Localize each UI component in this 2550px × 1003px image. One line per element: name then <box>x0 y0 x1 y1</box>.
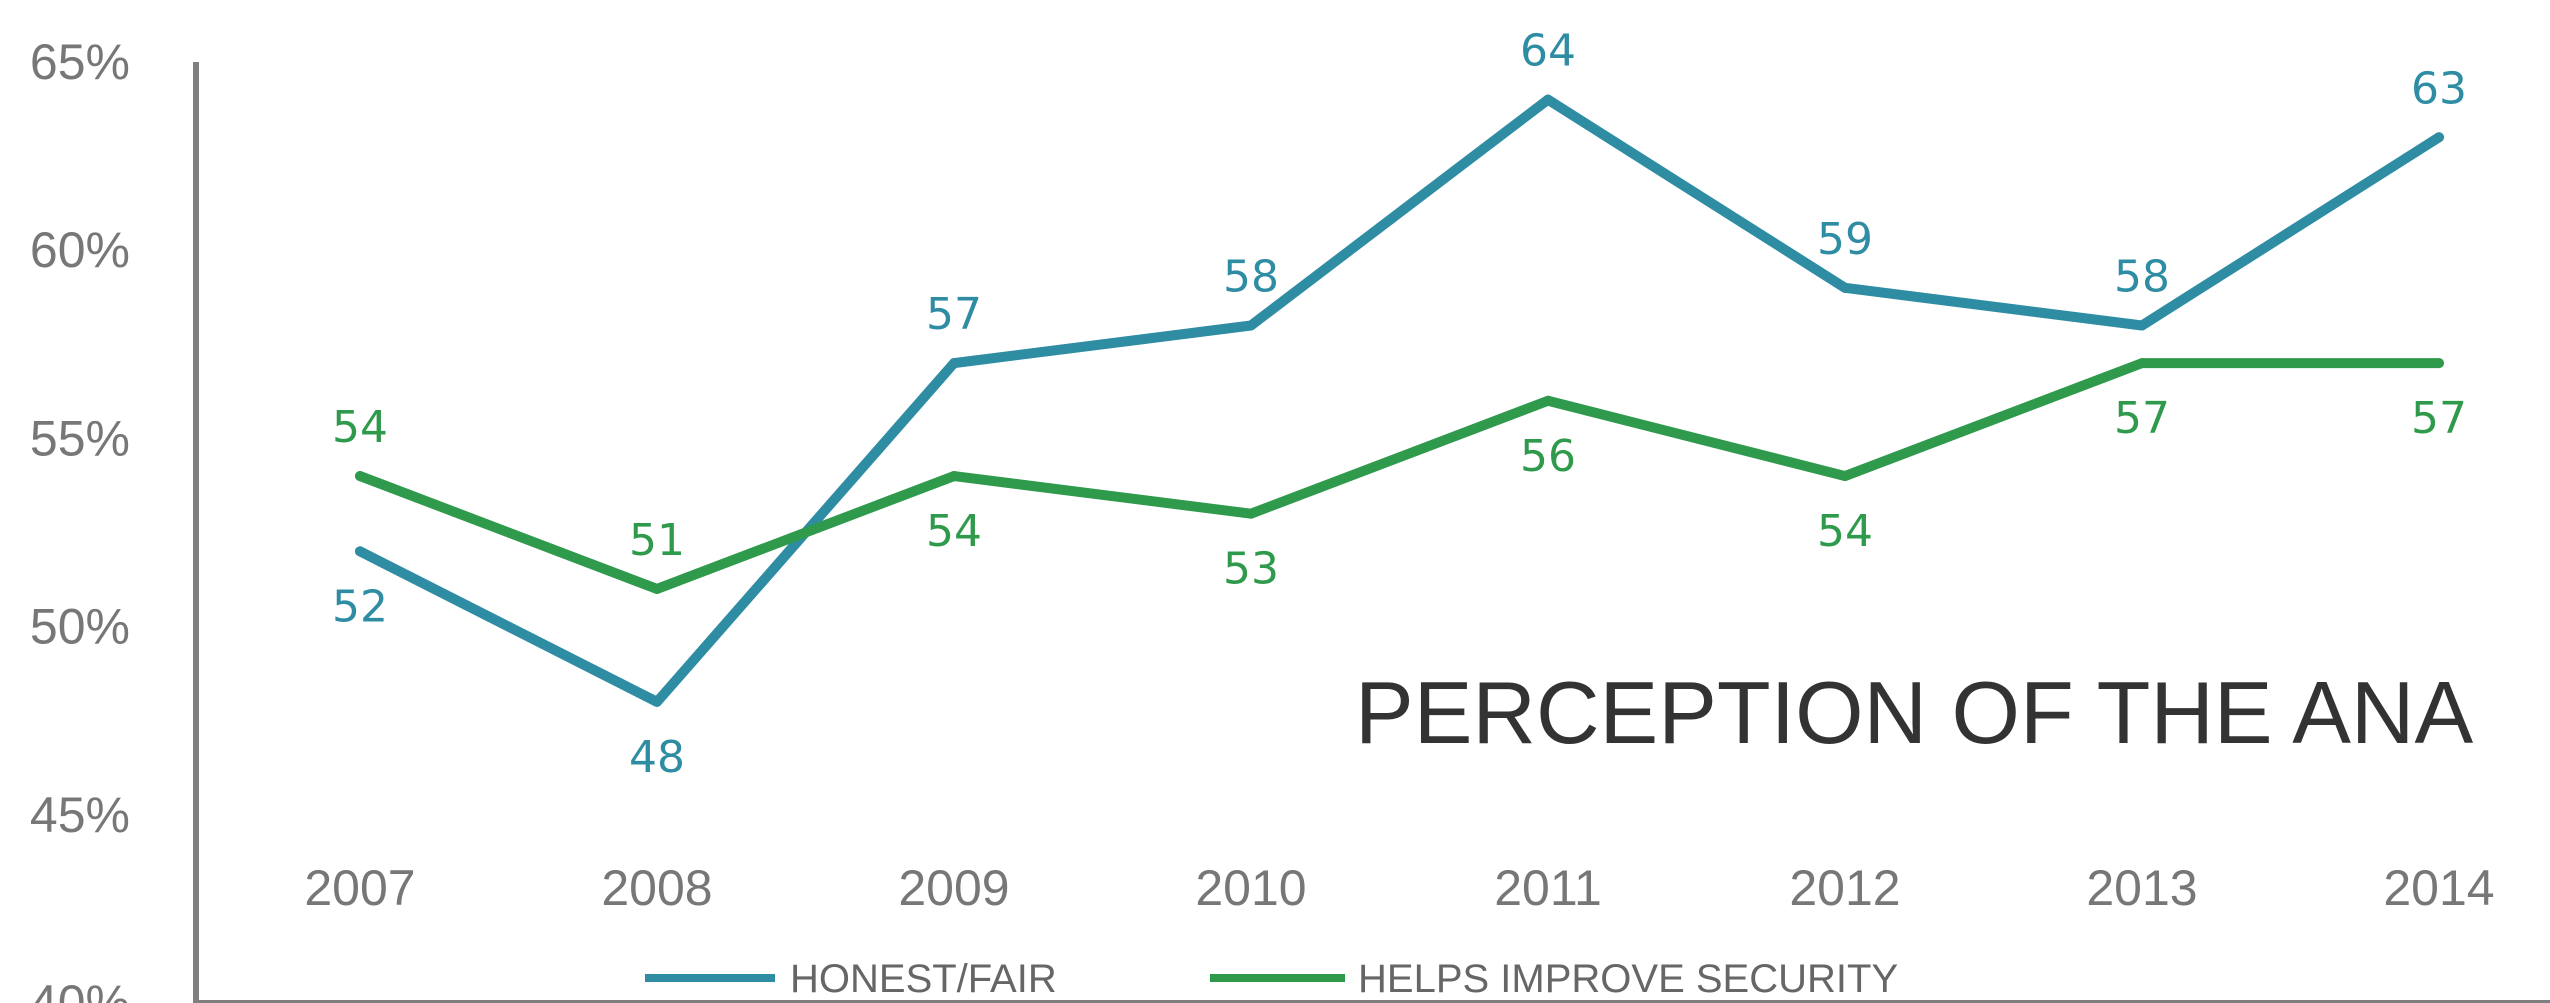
data-label: 54 <box>1817 506 1873 557</box>
data-label: 54 <box>332 402 388 453</box>
data-labels: 52 48 57 58 64 59 58 63 54 51 54 53 56 54 57 57 <box>332 26 2467 783</box>
data-label: 53 <box>1223 544 1279 595</box>
data-label: 57 <box>2411 393 2467 444</box>
legend-label: HELPS IMPROVE SECURITY <box>1358 957 1898 1001</box>
x-tick-label: 2014 <box>2383 860 2494 916</box>
data-label: 51 <box>629 515 685 566</box>
data-label: 56 <box>1520 431 1576 482</box>
data-label: 59 <box>1817 214 1873 265</box>
series-line-0 <box>355 94 2444 707</box>
y-tick-label: 50% <box>30 599 130 655</box>
data-label: 57 <box>926 289 982 340</box>
data-point <box>949 358 959 369</box>
data-point <box>1840 282 1850 293</box>
y-tick-label: 55% <box>30 410 130 466</box>
overlay-title: PERCEPTION OF THE ANA <box>1355 663 2473 762</box>
series-line-1 <box>355 358 2444 594</box>
x-axis-ticks: 2007 2008 2009 2010 2011 2012 2013 2014 <box>304 860 2494 916</box>
data-point <box>355 546 365 557</box>
data-point <box>652 583 662 594</box>
data-point <box>949 471 959 482</box>
x-tick-label: 2010 <box>1195 860 1306 916</box>
data-label: 54 <box>926 506 982 557</box>
data-point <box>355 471 365 482</box>
data-point <box>2137 358 2147 369</box>
x-tick-label: 2008 <box>601 860 712 916</box>
data-point <box>2434 132 2444 143</box>
y-axis-ticks: 40% 45% 50% 55% 60% 65% <box>30 34 130 1003</box>
data-label: 58 <box>1223 251 1279 302</box>
data-label: 58 <box>2114 251 2170 302</box>
data-label: 52 <box>332 581 388 632</box>
data-label: 63 <box>2411 63 2467 114</box>
data-point <box>1840 471 1850 482</box>
legend: HONEST/FAIR HELPS IMPROVE SECURITY <box>645 957 1898 1001</box>
data-point <box>1543 94 1553 105</box>
y-tick-label: 45% <box>30 787 130 843</box>
y-tick-label: 40% <box>30 975 130 1003</box>
y-tick-label: 60% <box>30 222 130 278</box>
x-tick-label: 2009 <box>898 860 1009 916</box>
x-tick-label: 2012 <box>1789 860 1900 916</box>
legend-label: HONEST/FAIR <box>790 957 1057 1001</box>
series-layer <box>355 94 2444 707</box>
data-point <box>2434 358 2444 369</box>
x-tick-label: 2011 <box>1494 860 1602 916</box>
x-tick-label: 2013 <box>2086 860 2197 916</box>
y-tick-label: 65% <box>30 34 130 90</box>
data-label: 48 <box>629 732 685 783</box>
data-point <box>1246 508 1256 519</box>
data-point <box>1543 395 1553 406</box>
x-tick-label: 2007 <box>304 860 415 916</box>
data-point <box>2137 320 2147 331</box>
data-point <box>652 696 662 707</box>
data-point <box>1246 320 1256 331</box>
data-label: 64 <box>1520 26 1576 77</box>
data-label: 57 <box>2114 393 2170 444</box>
